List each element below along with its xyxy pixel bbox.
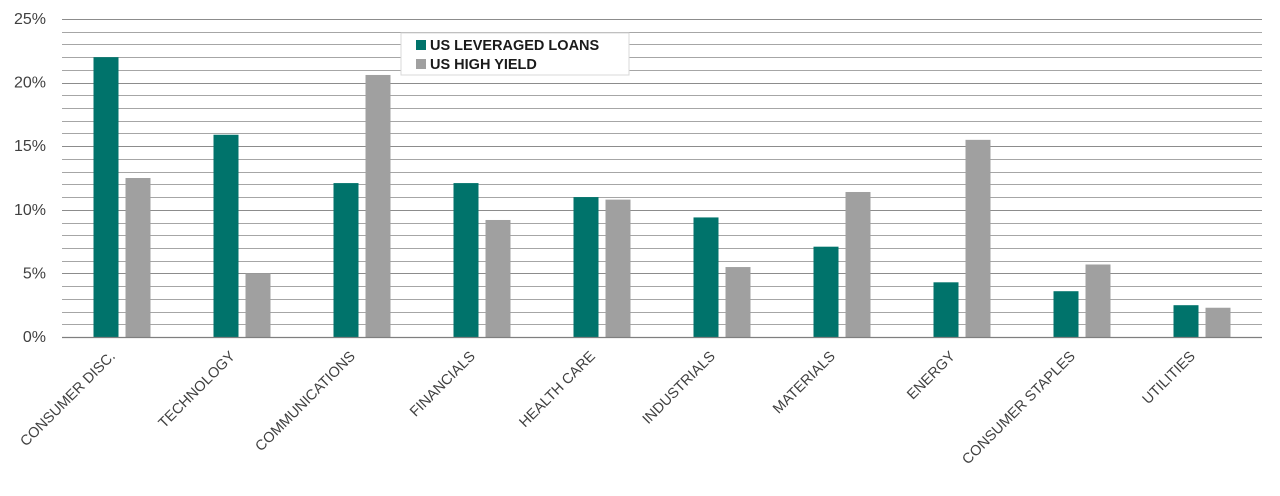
- x-category-label: INDUSTRIALS: [640, 349, 719, 428]
- y-tick-label: 0%: [23, 329, 46, 346]
- x-axis-labels: CONSUMER DISC. TECHNOLOGY COMMUNICATIONS FI…: [18, 348, 1199, 468]
- bars: [93, 57, 1231, 337]
- y-tick-label: 20%: [14, 75, 46, 92]
- y-tick-label: 25%: [14, 11, 46, 28]
- bar-us-leveraged-loans: [93, 57, 119, 337]
- legend: US LEVERAGED LOANS US HIGH YIELD: [400, 32, 630, 76]
- legend-swatch: [416, 59, 426, 69]
- bar-us-leveraged-loans: [933, 282, 959, 337]
- y-tick-label: 5%: [23, 265, 46, 282]
- bar-us-leveraged-loans: [453, 183, 479, 337]
- bar-us-high-yield: [605, 199, 631, 337]
- x-category-label: UTILITIES: [1140, 349, 1199, 408]
- legend-box: [400, 32, 630, 76]
- x-category-label: CONSUMER STAPLES: [959, 349, 1078, 468]
- x-category-label: MATERIALS: [770, 349, 839, 418]
- bar-us-high-yield: [1205, 307, 1231, 337]
- bar-us-leveraged-loans: [693, 217, 719, 337]
- x-category-label: FINANCIALS: [407, 349, 479, 421]
- x-category-label: COMMUNICATIONS: [253, 349, 359, 455]
- bar-us-high-yield: [1085, 264, 1111, 337]
- gridlines: [62, 19, 1262, 325]
- bar-us-high-yield: [125, 178, 151, 337]
- bar-us-high-yield: [365, 74, 391, 337]
- bar-us-leveraged-loans: [333, 183, 359, 337]
- bar-us-leveraged-loans: [573, 197, 599, 337]
- legend-label: US LEVERAGED LOANS: [430, 38, 600, 54]
- bar-us-leveraged-loans: [213, 134, 239, 337]
- x-category-label: HEALTH CARE: [516, 348, 599, 431]
- y-tick-label: 10%: [14, 202, 46, 219]
- y-axis-ticks: 0% 5% 10% 15% 20% 25%: [14, 11, 46, 346]
- x-category-label: TECHNOLOGY: [156, 348, 239, 431]
- legend-swatch: [416, 40, 426, 50]
- legend-label: US HIGH YIELD: [430, 57, 537, 73]
- bar-us-high-yield: [965, 139, 991, 337]
- legend-items: US LEVERAGED LOANS US HIGH YIELD: [416, 38, 600, 73]
- y-tick-label: 15%: [14, 138, 46, 155]
- bar-us-high-yield: [845, 191, 871, 337]
- bar-us-leveraged-loans: [813, 246, 839, 337]
- bar-us-high-yield: [245, 273, 271, 337]
- bar-us-leveraged-loans: [1173, 305, 1199, 337]
- x-category-label: CONSUMER DISC.: [18, 349, 119, 450]
- x-category-label: ENERGY: [904, 348, 959, 403]
- bar-us-high-yield: [725, 267, 751, 337]
- bar-us-leveraged-loans: [1053, 291, 1079, 337]
- bar-us-high-yield: [485, 219, 511, 337]
